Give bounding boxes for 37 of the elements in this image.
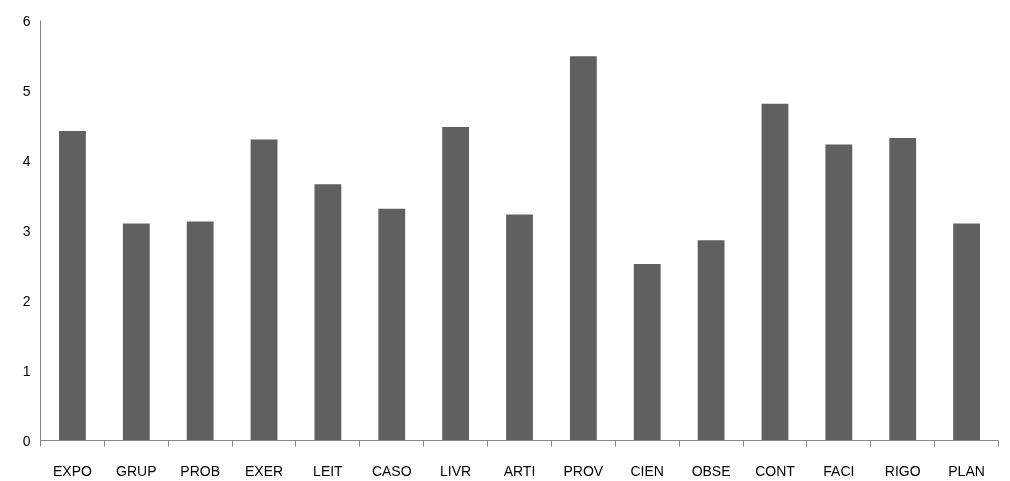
bar xyxy=(697,240,725,441)
x-tick-label: CIEN xyxy=(630,462,664,479)
x-tick-label: GRUP xyxy=(116,462,157,479)
bar xyxy=(889,138,917,441)
x-tick-label: PROB xyxy=(180,462,221,479)
y-tick-label: 0 xyxy=(22,432,31,449)
bar xyxy=(633,264,661,441)
bar xyxy=(442,126,470,441)
x-tick-label: LEIT xyxy=(313,462,344,479)
y-tick-label: 1 xyxy=(22,362,31,379)
x-tick-label: EXPO xyxy=(52,462,92,479)
y-tick-label: 6 xyxy=(22,12,31,29)
bar xyxy=(314,184,342,441)
x-tick-label: RIGO xyxy=(884,462,921,479)
y-tick-label: 3 xyxy=(22,222,31,239)
bar xyxy=(186,221,214,441)
x-tick-label: FACI xyxy=(823,462,855,479)
y-tick-label: 5 xyxy=(22,82,31,99)
x-tick-label: LIVR xyxy=(440,462,472,479)
bar xyxy=(569,56,597,441)
bar xyxy=(761,103,789,441)
bar xyxy=(378,208,406,441)
y-tick-label: 4 xyxy=(22,152,31,169)
bar xyxy=(953,223,980,441)
bar xyxy=(250,139,278,441)
x-tick-label: CONT xyxy=(755,462,796,479)
x-tick-label: EXER xyxy=(244,462,284,479)
x-tick-label: CASO xyxy=(371,462,412,479)
bar xyxy=(59,131,86,441)
x-tick-label: PROV xyxy=(563,462,604,479)
bar xyxy=(122,223,150,441)
x-tick-label: PLAN xyxy=(948,462,985,479)
y-tick-label: 2 xyxy=(22,292,31,309)
x-tick-label: ARTI xyxy=(503,462,536,479)
bar xyxy=(506,214,533,441)
bar xyxy=(825,144,853,441)
x-tick-label: OBSE xyxy=(691,462,731,479)
